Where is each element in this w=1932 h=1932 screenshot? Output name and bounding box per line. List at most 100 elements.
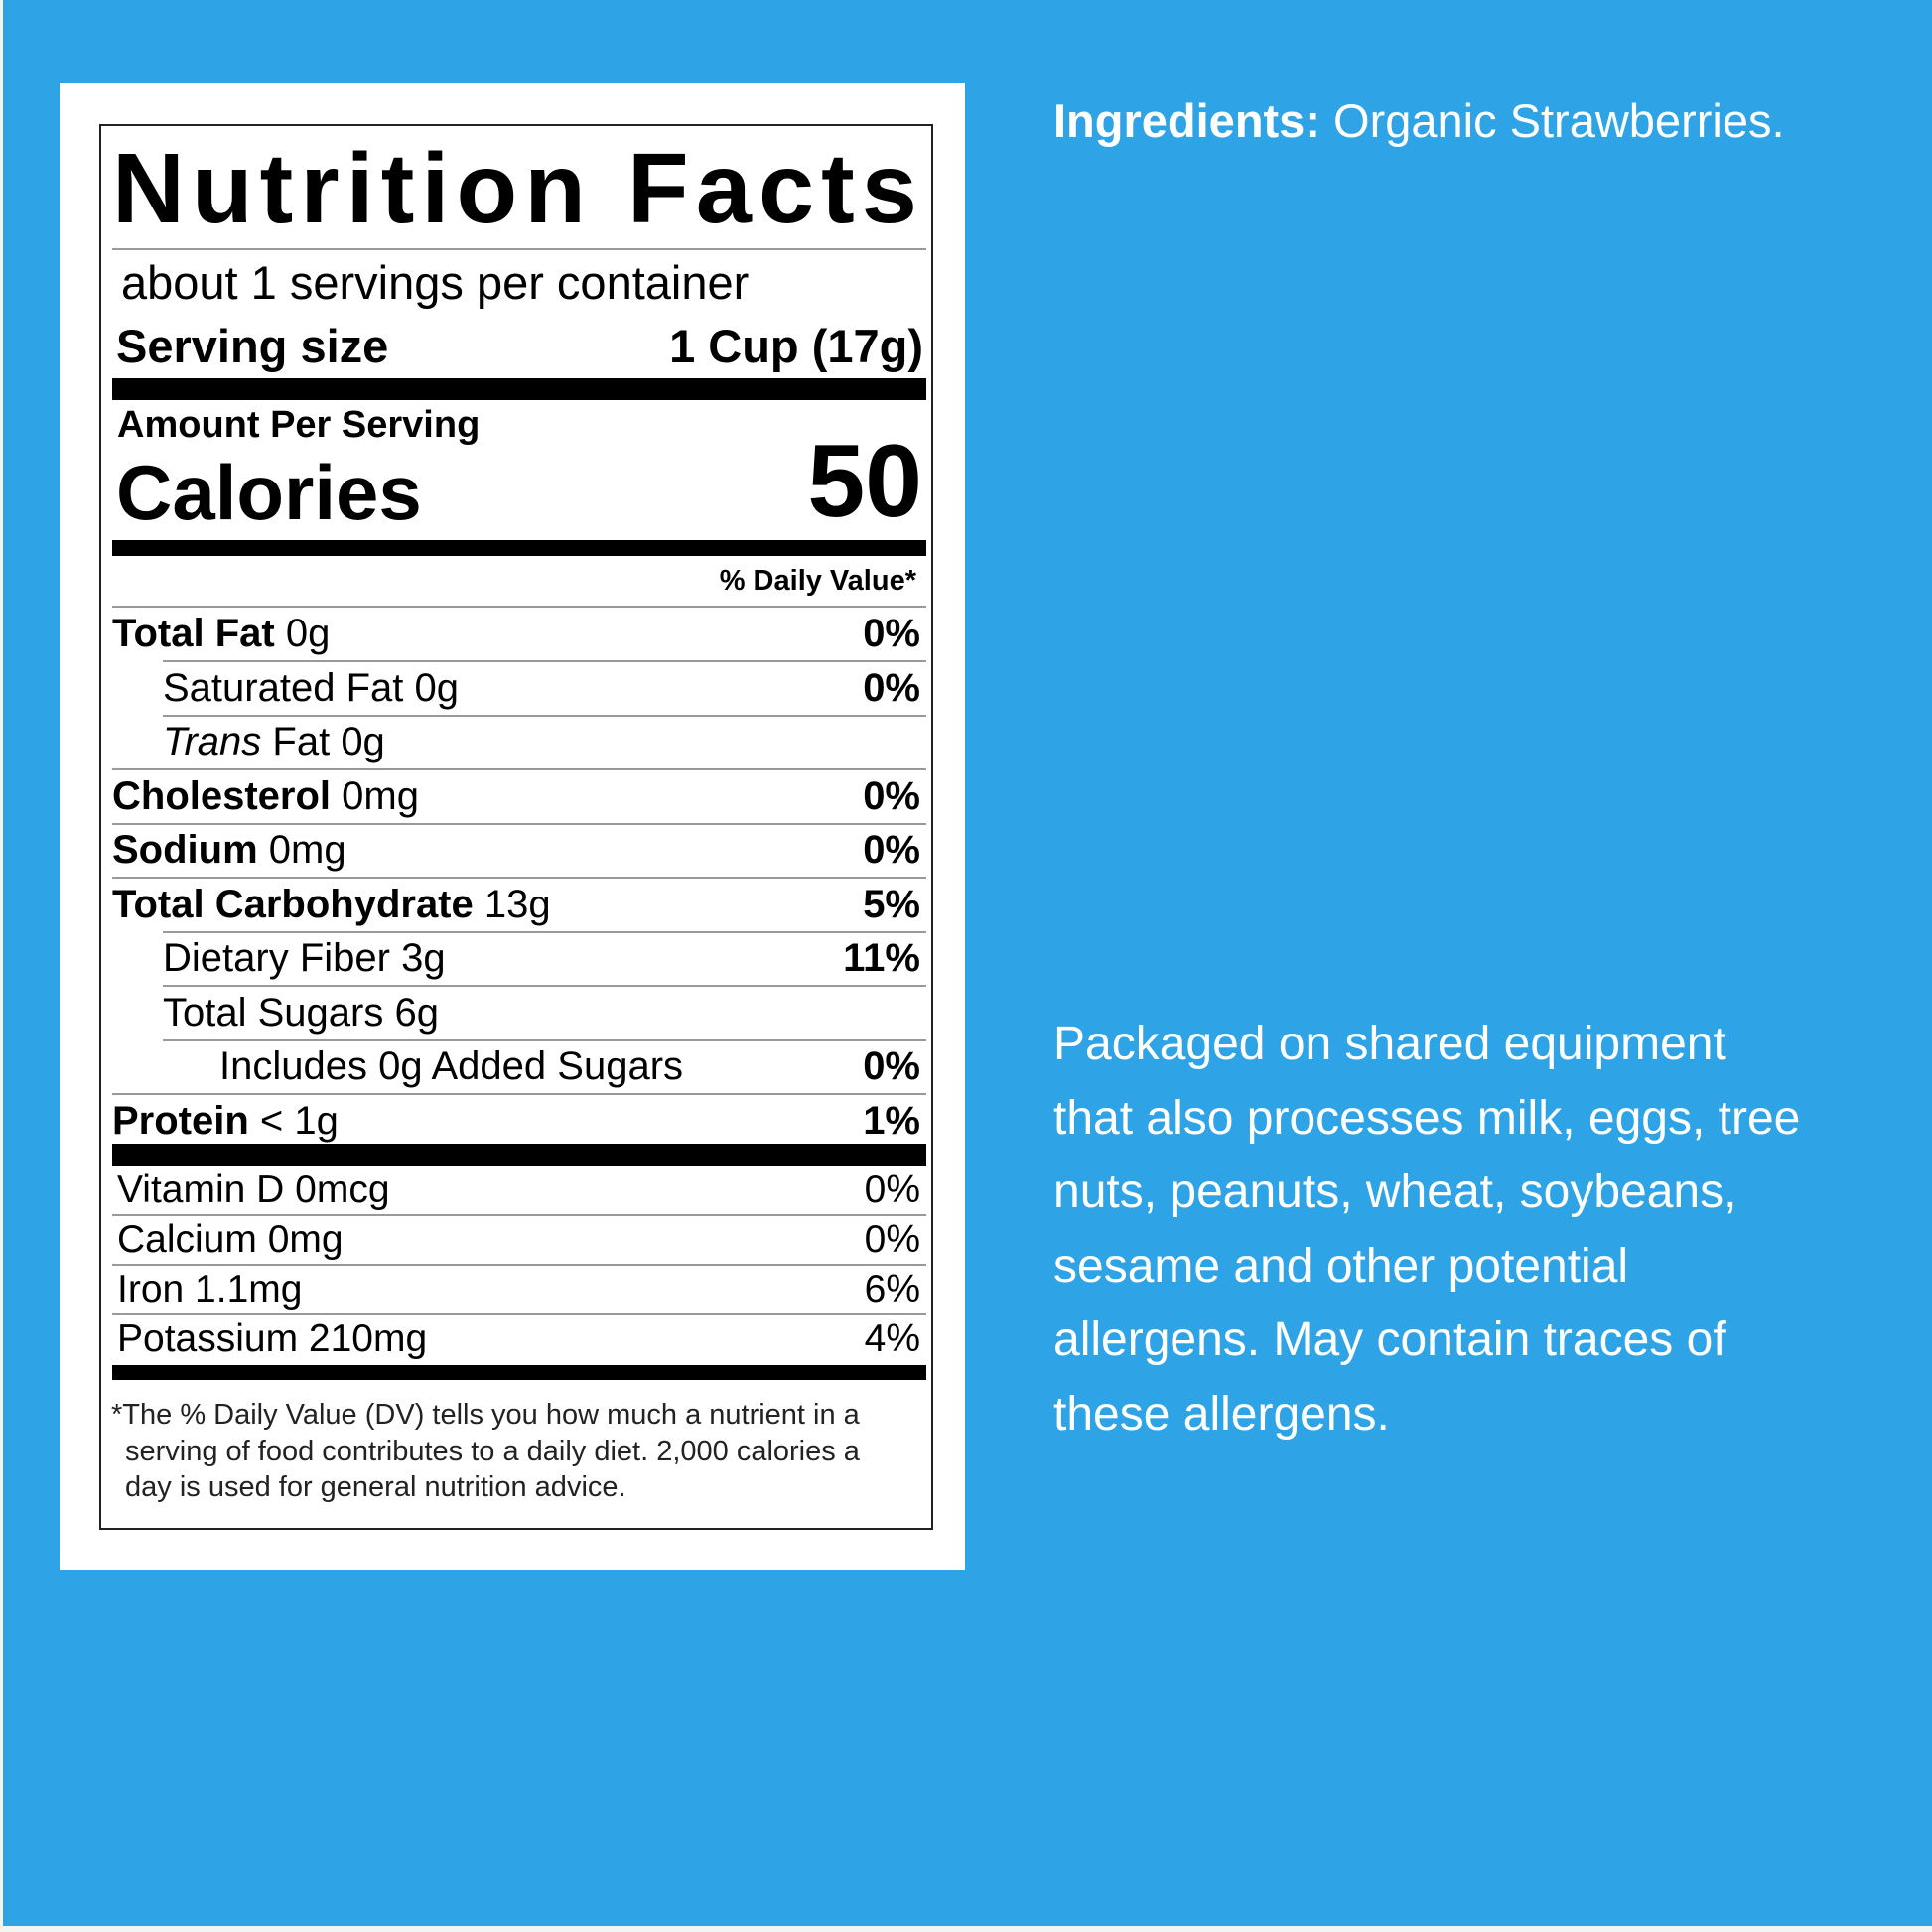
vitamin-name: Iron 1.1mg [117, 1268, 303, 1311]
nutrient-amount: 13g [483, 882, 551, 926]
nutrient-row: Total Sugars 6g [112, 986, 926, 1039]
label-title: Nutrition Facts [112, 133, 924, 244]
divider [163, 985, 926, 987]
divider [112, 1214, 926, 1216]
nutrient-name-group: Trans Fat 0g [163, 715, 385, 768]
vitamin-row: Iron 1.1mg 6% [117, 1265, 926, 1314]
nutrient-amount: 0g [285, 612, 331, 655]
vitamin-row: Calcium 0mg 0% [117, 1215, 926, 1265]
nutrient-name: Sodium [112, 828, 258, 872]
nutrient-amount: 3g [401, 936, 446, 980]
thick-divider [112, 540, 926, 556]
vitamin-row: Potassium 210mg 4% [117, 1314, 926, 1364]
nutrient-name-group: Saturated Fat 0g [163, 661, 459, 715]
nutrient-amount: < 1g [259, 1098, 339, 1143]
nutrient-daily-value: 0% [863, 665, 920, 710]
amount-per-serving: Amount Per Serving [117, 404, 481, 446]
divider [112, 1093, 926, 1095]
servings-per-container: about 1 servings per container [121, 256, 750, 309]
divider [112, 1313, 926, 1315]
nutrient-name: Total Fat [112, 612, 275, 655]
vitamin-row: Vitamin D 0mcg 0% [117, 1166, 926, 1215]
nutrient-row: Includes 0g Added Sugars 0% [112, 1039, 926, 1093]
nutrient-amount: 0mg [268, 828, 346, 872]
nutrient-name: Protein [112, 1098, 249, 1143]
nutrient-daily-value: 0% [863, 828, 920, 872]
divider [163, 660, 926, 662]
nutrient-row: Total Carbohydrate 13g 5% [112, 878, 926, 931]
nutrient-name-group: Includes 0g Added Sugars [219, 1039, 683, 1093]
divider [163, 1038, 926, 1041]
nutrient-name-group: Total Sugars 6g [163, 986, 439, 1039]
allergen-line: sesame and other potential [1053, 1239, 1629, 1293]
nutrient-amount: 0mg [342, 773, 419, 818]
vitamin-daily-value: 0% [864, 1218, 920, 1261]
nutrient-name-group: Protein < 1g [112, 1094, 339, 1148]
nutrient-amount: 0g [341, 720, 385, 763]
nutrient-row: Protein < 1g 1% [112, 1094, 926, 1148]
nutrient-row: Trans Fat 0g [112, 715, 926, 768]
ingredients-value: Organic Strawberries. [1319, 94, 1785, 147]
vitamin-daily-value: 4% [864, 1317, 920, 1360]
nutrient-row: Dietary Fiber 3g 11% [112, 931, 926, 985]
nutrient-name-group: Total Fat 0g [112, 607, 330, 660]
ingredients-label: Ingredients: [1053, 94, 1320, 147]
nutrient-name-group: Cholesterol 0mg [112, 769, 419, 823]
divider [112, 1264, 926, 1266]
footnote-line: day is used for general nutrition advice… [125, 1471, 626, 1503]
divider [112, 606, 926, 608]
vitamin-daily-value: 6% [864, 1268, 920, 1311]
vitamin-name: Potassium 210mg [117, 1317, 428, 1360]
nutrient-name-suffix: Fat [261, 720, 331, 763]
allergen-line: that also processes milk, eggs, tree [1053, 1091, 1801, 1145]
nutrient-name: Includes 0g Added Sugars [219, 1044, 684, 1088]
nutrient-name: Saturated Fat [163, 665, 404, 710]
divider [163, 930, 926, 933]
daily-value-header: % Daily Value* [719, 565, 916, 597]
nutrient-amount: 0g [414, 665, 460, 710]
nutrient-name: Total Carbohydrate [112, 882, 474, 926]
nutrient-row: Total Fat 0g 0% [112, 607, 926, 660]
vitamin-name: Vitamin D 0mcg [117, 1169, 390, 1211]
calories-value: 50 [807, 424, 922, 539]
nutrient-daily-value: 0% [863, 612, 920, 655]
nutrient-amount: 6g [394, 990, 439, 1035]
allergen-line: allergens. May contain traces of [1053, 1313, 1726, 1366]
thick-divider [112, 1144, 926, 1166]
footnote-line: *The % Daily Value (DV) tells you how mu… [111, 1399, 860, 1431]
nutrient-daily-value: 1% [863, 1098, 920, 1143]
nutrient-name: Cholesterol [112, 773, 332, 818]
footnote-line: serving of food contributes to a daily d… [125, 1435, 860, 1467]
vitamin-name: Calcium 0mg [117, 1218, 344, 1261]
allergen-line: nuts, peanuts, wheat, soybeans, [1053, 1166, 1737, 1218]
divider [112, 822, 926, 825]
nutrient-name-group: Total Carbohydrate 13g [112, 878, 551, 931]
nutrient-name: Total Sugars [163, 990, 384, 1035]
nutrition-facts-label [99, 124, 933, 1530]
nutrient-name: Dietary Fiber [163, 936, 390, 980]
vitamin-daily-value: 0% [864, 1169, 920, 1211]
nutrient-row: Saturated Fat 0g 0% [112, 661, 926, 715]
allergen-line: Packaged on shared equipment [1053, 1018, 1726, 1070]
nutrient-name-group: Sodium 0mg [112, 823, 346, 877]
divider [112, 248, 926, 250]
thick-divider [112, 1365, 926, 1380]
ingredients: Ingredients: Organic Strawberries. [1053, 93, 1785, 149]
serving-size-label: Serving size [116, 320, 389, 372]
allergen-line: these allergens. [1053, 1387, 1390, 1441]
calories-label: Calories [116, 449, 422, 536]
nutrient-daily-value: 11% [843, 936, 920, 980]
thick-divider [112, 378, 926, 400]
serving-size-value: 1 Cup (17g) [669, 320, 923, 372]
divider [112, 877, 926, 879]
nutrient-name: Trans [163, 720, 262, 763]
nutrient-row: Sodium 0mg 0% [112, 823, 926, 877]
nutrient-daily-value: 5% [863, 882, 920, 926]
nutrition-panel [60, 83, 965, 1570]
nutrient-daily-value: 0% [863, 773, 920, 818]
divider [112, 768, 926, 770]
nutrient-name-group: Dietary Fiber 3g [163, 931, 446, 985]
nutrient-row: Cholesterol 0mg 0% [112, 769, 926, 823]
nutrient-daily-value: 0% [863, 1044, 920, 1088]
divider [163, 714, 926, 717]
